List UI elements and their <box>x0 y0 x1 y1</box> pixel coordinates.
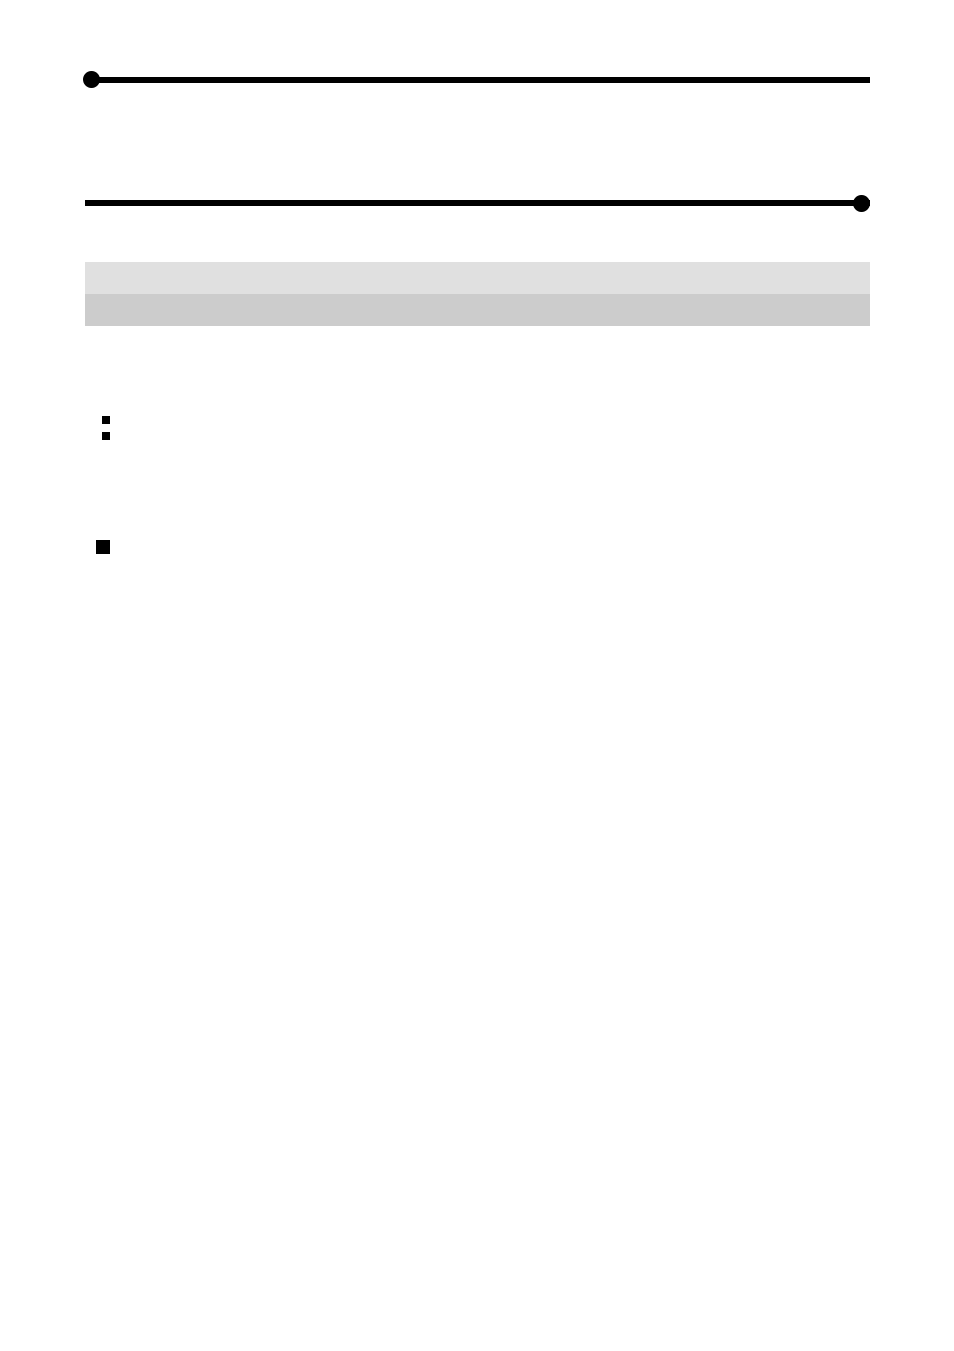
middle-rule-dot-icon <box>853 195 870 212</box>
bullet-icon <box>102 432 110 440</box>
section-header-bar-light <box>85 262 870 294</box>
middle-horizontal-rule <box>85 200 870 206</box>
bullet-icon <box>102 416 110 424</box>
bullet-icon <box>96 540 110 554</box>
section-header-bar-dark <box>85 294 870 326</box>
top-horizontal-rule <box>85 77 870 83</box>
